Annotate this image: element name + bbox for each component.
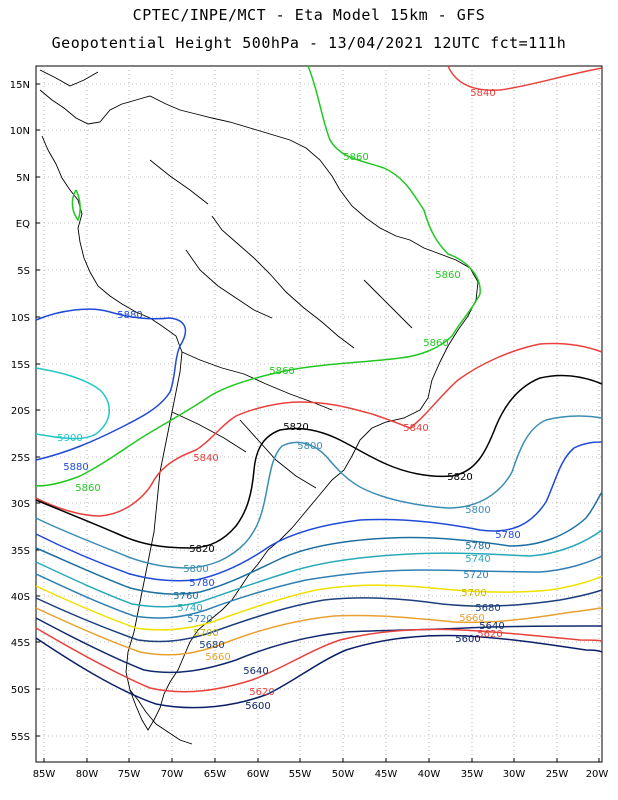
contour-5760 [35,491,603,595]
contour-label: 5840 [193,453,218,464]
contour-5680 [35,589,603,643]
contour-label: 5600 [455,634,480,645]
contour-label: 5640 [479,621,504,632]
axis-ticks [36,83,600,762]
contour-5840-main [35,342,603,517]
contour-5700 [35,575,603,631]
contour-label: 5860 [423,338,448,349]
contour-label: 5720 [463,570,488,581]
longitude-labels: 85W 80W 75W 70W 65W 60W 55W 50W 45W 40W … [33,769,609,780]
lon-label: 65W [204,769,227,780]
latitude-labels: 15N 10N 5N EQ 5S 10S 15S 20S 25S 30S 35S… [10,80,30,743]
lat-label: 10S [11,313,30,324]
lat-label: 50S [11,685,30,696]
lat-label: 25S [11,453,30,464]
lon-label: 85W [33,769,56,780]
contour-label: 5680 [199,640,224,651]
contour-5740 [35,529,603,608]
lat-label: 20S [11,406,30,417]
lon-label: 75W [118,769,141,780]
lon-label: 30W [503,769,526,780]
lat-label: 30S [11,499,30,510]
map-frame [35,65,603,763]
contour-label: 5660 [205,652,230,663]
lon-label: 50W [332,769,355,780]
contour-label: 5620 [477,629,502,640]
contour-label: 5760 [173,591,198,602]
contour-5780 [35,441,603,582]
graticule [36,66,602,762]
contour-labels: 5840 5860 5860 5860 5860 5880 5900 5880 … [57,88,520,712]
lon-label: 80W [76,769,99,780]
contour-lines [35,65,603,709]
contour-label: 5700 [193,628,218,639]
contour-label: 5740 [177,603,202,614]
contour-label: 5780 [465,541,490,552]
contour-5620 [35,627,603,693]
contour-5840-north [447,65,603,91]
contour-label: 5880 [63,462,88,473]
contour-label: 5640 [243,666,268,677]
lat-label: 15S [11,360,30,371]
contour-5720 [35,555,603,619]
lon-label: 25W [546,769,569,780]
lat-label: 5S [17,266,30,277]
lat-label: 55S [11,732,30,743]
lat-label: 45S [11,638,30,649]
contour-5860-island [71,189,81,222]
contour-5880 [35,308,187,461]
contour-label: 5800 [297,441,322,452]
contour-label: 5800 [183,564,208,575]
lat-label: EQ [16,219,30,230]
lon-label: 20W [586,769,609,780]
contour-label: 5720 [187,614,212,625]
lon-label: 55W [289,769,312,780]
contour-label: 5780 [189,578,214,589]
contour-5660 [35,607,603,656]
contour-label: 5740 [465,554,490,565]
contour-label: 5780 [495,530,520,541]
lon-label: 70W [161,769,184,780]
lat-label: 40S [11,592,30,603]
contour-label: 5700 [461,588,486,599]
contour-label: 5660 [459,613,484,624]
contour-5820 [35,374,603,549]
contour-5600 [35,634,603,709]
contour-label: 5840 [403,423,428,434]
lon-label: 35W [461,769,484,780]
contour-label: 5840 [470,88,495,99]
lon-label: 60W [247,769,270,780]
lat-label: 10N [10,126,30,137]
lon-label: 40W [418,769,441,780]
contour-5800 [35,415,603,569]
title-line-2: Geopotential Height 500hPa - 13/04/2021 … [51,34,567,52]
lon-label: 45W [375,769,398,780]
contour-label: 5800 [465,505,490,516]
contour-label: 5860 [269,366,294,377]
contour-label: 5900 [57,433,82,444]
title-line-1: CPTEC/INPE/MCT - Eta Model 15km - GFS [132,6,486,24]
lat-label: 35S [11,546,30,557]
coastline [39,69,479,745]
contour-label: 5820 [283,422,308,433]
contour-label: 5620 [249,687,274,698]
contour-label: 5880 [117,310,142,321]
contour-label: 5820 [189,544,214,555]
contour-label: 5860 [343,152,368,163]
contour-label: 5860 [435,270,460,281]
lat-label: 15N [10,80,30,91]
contour-5860-north [35,65,481,487]
contour-label: 5820 [447,472,472,483]
contour-label: 5680 [475,603,500,614]
contour-5640 [35,617,602,674]
lat-label: 5N [16,173,30,184]
contour-label: 5860 [75,483,100,494]
contour-label: 5600 [245,701,270,712]
contour-5900 [35,367,110,440]
